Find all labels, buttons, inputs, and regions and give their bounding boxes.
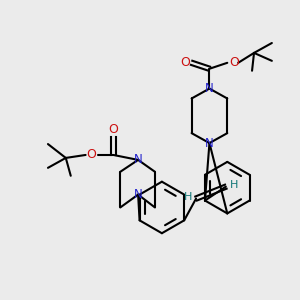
Text: N: N <box>134 153 142 167</box>
Text: O: O <box>181 56 190 69</box>
Text: O: O <box>87 148 97 161</box>
Text: N: N <box>134 188 142 201</box>
Text: N: N <box>205 82 214 95</box>
Text: N: N <box>205 136 214 150</box>
Text: H: H <box>184 192 192 202</box>
Text: O: O <box>229 56 239 69</box>
Text: H: H <box>230 180 238 190</box>
Text: O: O <box>108 123 118 136</box>
